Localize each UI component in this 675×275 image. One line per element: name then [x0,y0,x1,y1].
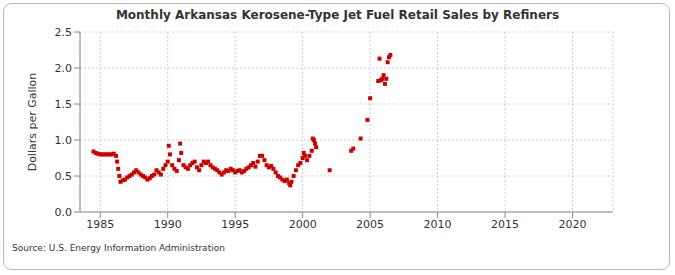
html-text:Source: U.S. Energy Informatio: Source: U.S. Energy Information Administ… [12,243,225,253]
svg-text:2000: 2000 [289,218,317,231]
svg-text:1.5: 1.5 [55,98,73,111]
svg-text:1985: 1985 [86,218,114,231]
svg-text:2015: 2015 [491,218,519,231]
svg-text:2020: 2020 [559,218,587,231]
svg-text:1.0: 1.0 [55,134,73,147]
svg-text:2010: 2010 [424,218,452,231]
svg-text:2.0: 2.0 [55,62,73,75]
svg-text:0.5: 0.5 [55,170,73,183]
svg-text:2.5: 2.5 [55,26,73,39]
html-text:Monthly Arkansas Kerosene-Type: Monthly Arkansas Kerosene-Type Jet Fuel … [115,8,560,22]
svg-text:2005: 2005 [356,218,384,231]
svg-text:1995: 1995 [221,218,249,231]
svg-text:1990: 1990 [154,218,182,231]
svg-text:Dollars per Gallon: Dollars per Gallon [26,73,39,172]
svg-text:0.0: 0.0 [55,206,73,219]
